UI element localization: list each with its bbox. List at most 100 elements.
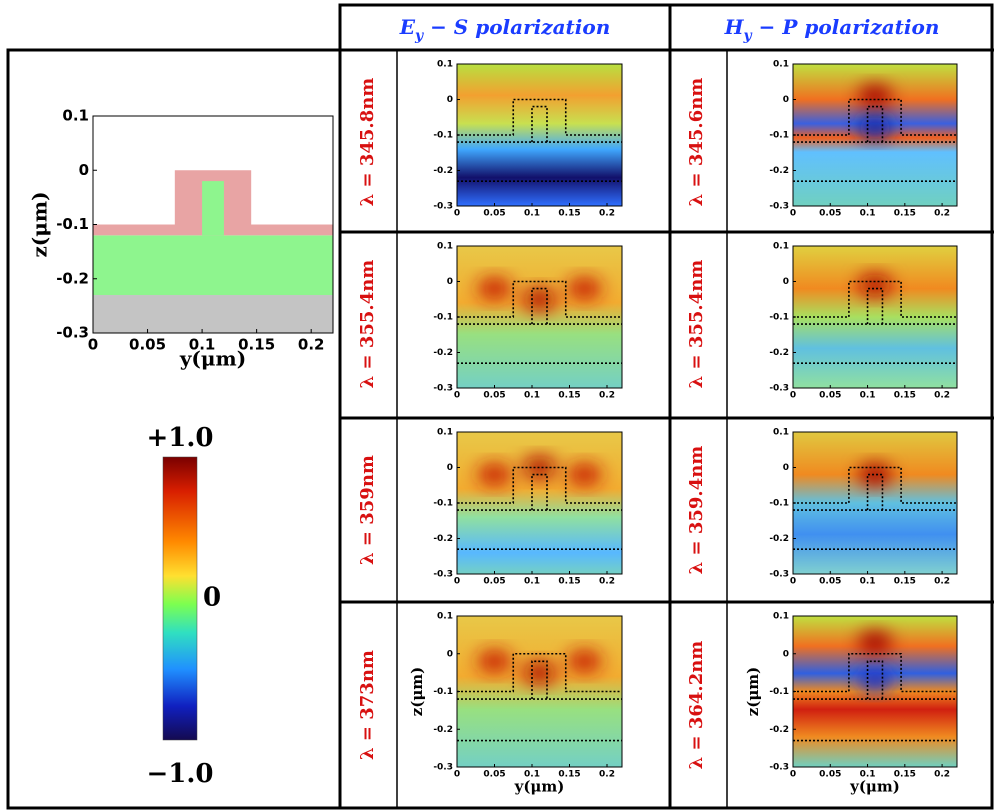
structure-outline [457, 652, 622, 693]
wavelength-label: λ = 345.8nm [357, 78, 378, 207]
core [202, 181, 224, 236]
x-axis-label: y(μm) [514, 777, 565, 795]
x-tick-label: 0.2 [599, 391, 615, 401]
structure-outline [457, 466, 622, 504]
y-tick-label: -0.2 [433, 348, 453, 358]
y-tick-label: -0.2 [769, 725, 789, 735]
x-tick-label: 0.15 [558, 391, 580, 401]
y-tick-label: -0.2 [769, 534, 789, 544]
y-tick-label: 0 [447, 463, 453, 473]
y-tick-label: -0.1 [769, 131, 789, 141]
x-tick-label: 0.1 [524, 209, 540, 219]
x-tick-label: 0.05 [483, 209, 505, 219]
structure-outline [793, 466, 957, 504]
field-blob [477, 277, 512, 300]
x-axis-label: y(μm) [849, 777, 900, 795]
colorbar [162, 456, 198, 741]
y-tick-label: 0 [447, 277, 453, 287]
field-blob [858, 116, 892, 139]
wavelength-label: λ = 359nm [357, 455, 378, 565]
guide-outline [457, 698, 622, 742]
y-tick-label: -0.3 [769, 570, 789, 580]
x-tick-label: 0.1 [860, 577, 876, 587]
y-tick-label: -0.3 [56, 324, 89, 342]
x-tick-label: 0 [790, 770, 796, 780]
wavelength-label: λ = 345.6nm [686, 78, 707, 207]
core-outline [866, 473, 884, 511]
y-tick-label: 0.1 [773, 242, 789, 252]
y-tick-label: 0 [79, 161, 89, 179]
x-tick-label: 0.05 [819, 391, 841, 401]
y-tick-label: -0.3 [433, 384, 453, 394]
header-part: y [743, 28, 753, 44]
field-blob [567, 650, 602, 673]
y-tick-label: 0 [783, 277, 789, 287]
core-outline [866, 105, 884, 143]
y-tick-label: -0.3 [769, 202, 789, 212]
wavelength-label: λ = 355.4nm [686, 260, 707, 389]
y-tick-label: -0.2 [56, 269, 89, 287]
field-map [457, 616, 622, 767]
guide-outline [793, 509, 957, 550]
field-map [457, 246, 622, 388]
x-tick-label: 0.1 [189, 336, 216, 354]
x-tick-label: 0.2 [934, 209, 950, 219]
header-part: y [414, 28, 424, 44]
x-tick-label: 0.05 [819, 577, 841, 587]
x-tick-label: 0 [790, 577, 796, 587]
guide-outline [457, 323, 622, 364]
guide-outline [793, 141, 957, 182]
structure-outline [457, 280, 622, 318]
x-tick-label: 0.2 [934, 391, 950, 401]
guide-outline [793, 323, 957, 364]
header-part: H [724, 15, 745, 39]
y-tick-label: 0.1 [437, 428, 453, 438]
header-part: E [399, 15, 416, 39]
wavelength-label: λ = 373nm [357, 650, 378, 760]
x-tick-label: 0.15 [558, 770, 580, 780]
x-tick-label: 0.15 [894, 209, 916, 219]
field-blob [858, 84, 892, 107]
guide-outline [457, 509, 622, 550]
field-map [793, 246, 957, 388]
structure-outline [793, 652, 957, 693]
x-tick-label: 0.15 [558, 577, 580, 587]
field-blob [858, 463, 892, 486]
y-tick-label: 0.1 [437, 242, 453, 252]
structure-outline [457, 98, 622, 136]
frame [6, 3, 994, 810]
field-blob [858, 631, 892, 654]
x-tick-label: 0.2 [599, 770, 615, 780]
x-tick-label: 0.1 [860, 770, 876, 780]
y-tick-label: -0.3 [433, 202, 453, 212]
field-blob [567, 463, 602, 486]
field-blob [858, 669, 892, 692]
y-tick-label: -0.1 [433, 131, 453, 141]
x-tick-label: 0.1 [860, 209, 876, 219]
x-tick-label: 0.15 [894, 391, 916, 401]
y-tick-label: 0 [447, 649, 453, 659]
core-outline [531, 660, 548, 700]
guide-outline [793, 698, 957, 742]
field-map [793, 432, 957, 574]
y-tick-label: -0.3 [769, 763, 789, 773]
y-tick-label: -0.1 [769, 313, 789, 323]
wavelength-label: λ = 359.4nm [686, 446, 707, 575]
y-tick-label: -0.2 [769, 166, 789, 176]
y-tick-label: -0.1 [56, 215, 89, 233]
x-tick-label: 0.1 [524, 770, 540, 780]
field-map [793, 64, 957, 206]
x-tick-label: 0.05 [483, 770, 505, 780]
y-tick-label: 0.1 [437, 60, 453, 70]
field-blob [477, 463, 512, 486]
y-axis-label: z(μm) [28, 191, 52, 257]
y-tick-label: -0.1 [769, 687, 789, 697]
wavelength-label: λ = 355.4nm [357, 260, 378, 389]
x-tick-label: 0.1 [524, 391, 540, 401]
column-header: Hy − P polarization [724, 15, 940, 45]
x-tick-label: 0.2 [599, 209, 615, 219]
x-tick-label: 0.05 [129, 336, 166, 354]
core-outline [866, 287, 884, 325]
colorbar-label: 0 [203, 583, 221, 613]
